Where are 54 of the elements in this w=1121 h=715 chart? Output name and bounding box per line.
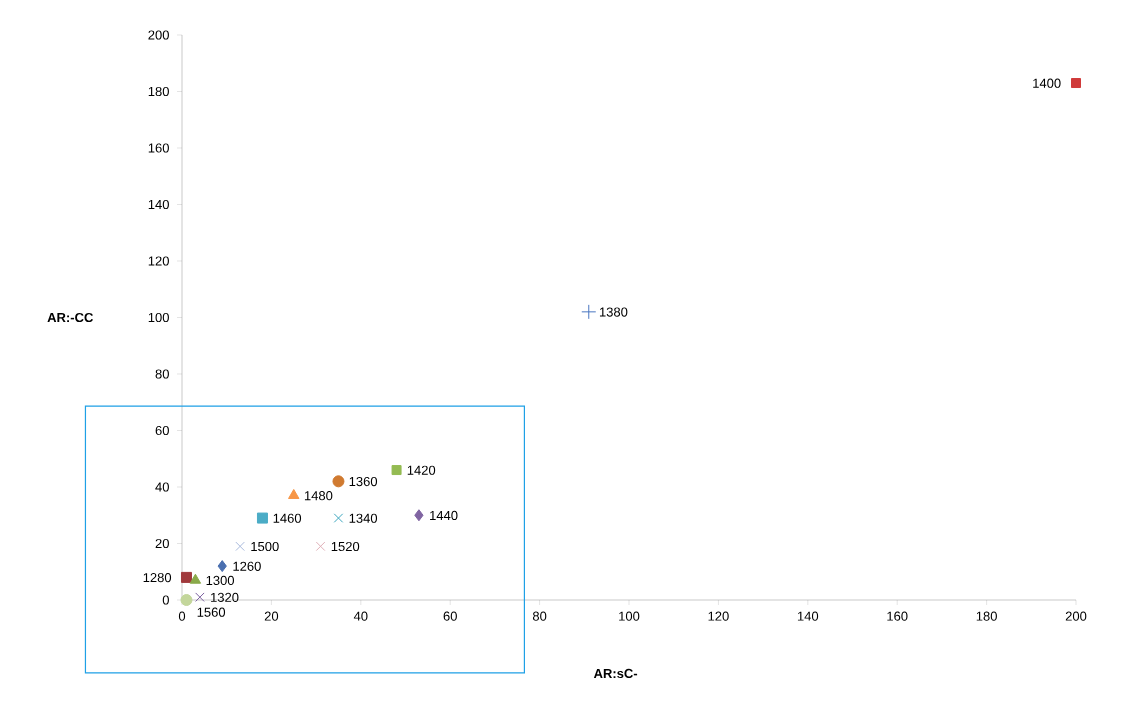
series-label: 1300 — [206, 575, 235, 586]
point — [332, 475, 345, 488]
x-tick-label: 80 — [532, 611, 547, 621]
series-label: 1440 — [430, 510, 458, 521]
y-tick-label: 100 — [148, 312, 169, 323]
series-label: 1420 — [407, 465, 436, 475]
point — [180, 571, 192, 583]
series-label: 1560 — [197, 607, 226, 617]
y-tick-label: 60 — [155, 425, 169, 436]
y-tick-label: 120 — [148, 256, 169, 266]
series-label: 1460 — [273, 513, 302, 523]
x-tick-label: 60 — [443, 611, 457, 621]
point — [180, 594, 193, 606]
y-tick-label: 140 — [148, 199, 169, 210]
point — [288, 488, 300, 499]
point — [391, 465, 402, 476]
series-label: 1520 — [331, 541, 360, 552]
y-tick-label: 160 — [148, 143, 169, 153]
x-tick-label: 200 — [1065, 611, 1087, 621]
x-tick-label: 160 — [887, 611, 908, 621]
point — [256, 512, 268, 524]
x-axis-title: AR:sC- — [593, 668, 638, 679]
x-tick-label: 140 — [797, 611, 819, 621]
y-axis-title: AR:-CC — [47, 312, 93, 323]
series-label: 1380 — [599, 307, 628, 317]
series-label: 1340 — [349, 513, 378, 523]
x-tick-label: 0 — [178, 611, 186, 621]
series-label: 1360 — [349, 476, 378, 487]
x-tick-label: 20 — [264, 611, 279, 621]
point — [235, 541, 245, 552]
series-label: 1500 — [251, 541, 279, 552]
series-label: 1280 — [143, 573, 172, 583]
series-label: 1400 — [1033, 78, 1061, 88]
series-label: 1480 — [304, 491, 333, 501]
series-label: 1320 — [211, 592, 239, 602]
y-tick-label: 200 — [148, 30, 169, 40]
x-tick-label: 100 — [619, 611, 640, 621]
y-tick-label: 0 — [162, 595, 169, 605]
y-tick-label: 80 — [155, 369, 169, 379]
point — [189, 573, 202, 584]
point — [1071, 78, 1082, 89]
point — [414, 509, 424, 522]
point — [217, 560, 227, 573]
point — [315, 541, 326, 552]
y-tick-label: 180 — [148, 86, 169, 97]
y-tick-label: 20 — [155, 538, 169, 549]
point — [581, 304, 597, 320]
x-tick-label: 180 — [976, 611, 997, 621]
point — [195, 592, 205, 602]
x-tick-label: 40 — [353, 611, 368, 621]
y-tick-label: 40 — [155, 482, 169, 492]
x-tick-label: 120 — [708, 611, 729, 621]
series-label: 1260 — [233, 561, 261, 571]
point — [333, 513, 344, 523]
